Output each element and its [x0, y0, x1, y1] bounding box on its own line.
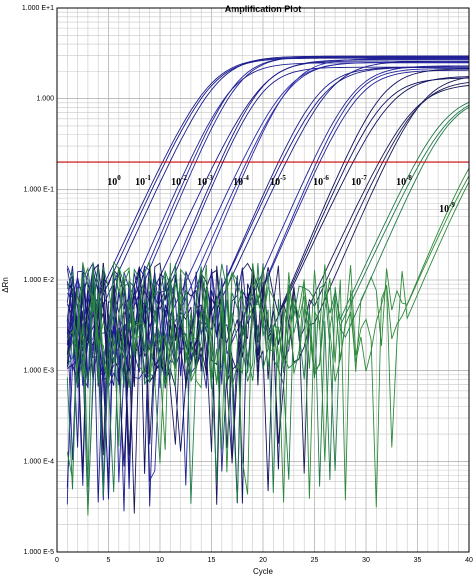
x-tick-label: 30 — [362, 557, 370, 564]
amplification-curve — [66, 181, 470, 508]
y-tick-label: 1.000 E-2 — [24, 277, 54, 284]
amplification-curve — [66, 77, 470, 504]
amplification-curve — [66, 101, 470, 504]
amplification-curve — [66, 167, 470, 516]
y-tick-label: 1.000 E-4 — [24, 458, 54, 465]
y-tick-label: 1.000 — [36, 96, 54, 103]
amplification-curve — [66, 60, 469, 490]
dilution-label: 10-5 — [270, 174, 286, 188]
dilution-label: 10-4 — [233, 174, 249, 188]
x-tick-label: 10 — [156, 557, 164, 564]
dilution-label: 10-3 — [197, 174, 213, 188]
dilution-labels: 100 10-1 10-2 10-3 10-4 10-5 10-6 10-7 10-8 10-9 — [107, 174, 455, 215]
dilution-label: 10-6 — [313, 174, 329, 188]
x-tick-label: 5 — [107, 557, 111, 564]
x-tick-label: 35 — [414, 557, 422, 564]
y-tick-labels: 1.000 E-5 1.000 E-4 1.000 E-3 1.000 E-2 1.00… — [22, 5, 54, 556]
dilution-label: 10-2 — [171, 174, 187, 188]
y-tick-label: 1.000 E-1 — [24, 186, 54, 193]
amplification-curves — [66, 55, 470, 516]
x-tick-label: 15 — [208, 557, 216, 564]
y-tick-label: 1.000 E+1 — [22, 5, 54, 12]
x-axis-label: Cycle — [253, 567, 274, 576]
x-tick-label: 0 — [55, 557, 59, 564]
y-tick-label: 1.000 E-3 — [24, 368, 54, 375]
x-tick-label: 20 — [259, 557, 267, 564]
amplification-curve — [66, 56, 469, 358]
dilution-label: 10-8 — [396, 174, 412, 188]
amplification-curve — [66, 104, 470, 497]
x-tick-labels: 0 5 10 15 20 25 30 35 40 — [55, 557, 473, 564]
dilution-label: 10-1 — [135, 174, 151, 188]
dilution-label: 10-9 — [439, 201, 455, 215]
amplification-curve — [66, 81, 470, 514]
amplification-curve — [66, 57, 469, 448]
plot-frame — [56, 7, 470, 553]
amplification-curve — [66, 68, 470, 504]
y-tick-label: 1.000 E-5 — [24, 549, 54, 556]
x-tick-label: 40 — [465, 557, 473, 564]
amplification-curve — [66, 175, 470, 499]
dilution-label: 10-7 — [351, 174, 367, 188]
dilution-label: 100 — [107, 174, 121, 188]
x-tick-label: 25 — [311, 557, 319, 564]
y-axis-label: ΔRn — [1, 277, 10, 293]
